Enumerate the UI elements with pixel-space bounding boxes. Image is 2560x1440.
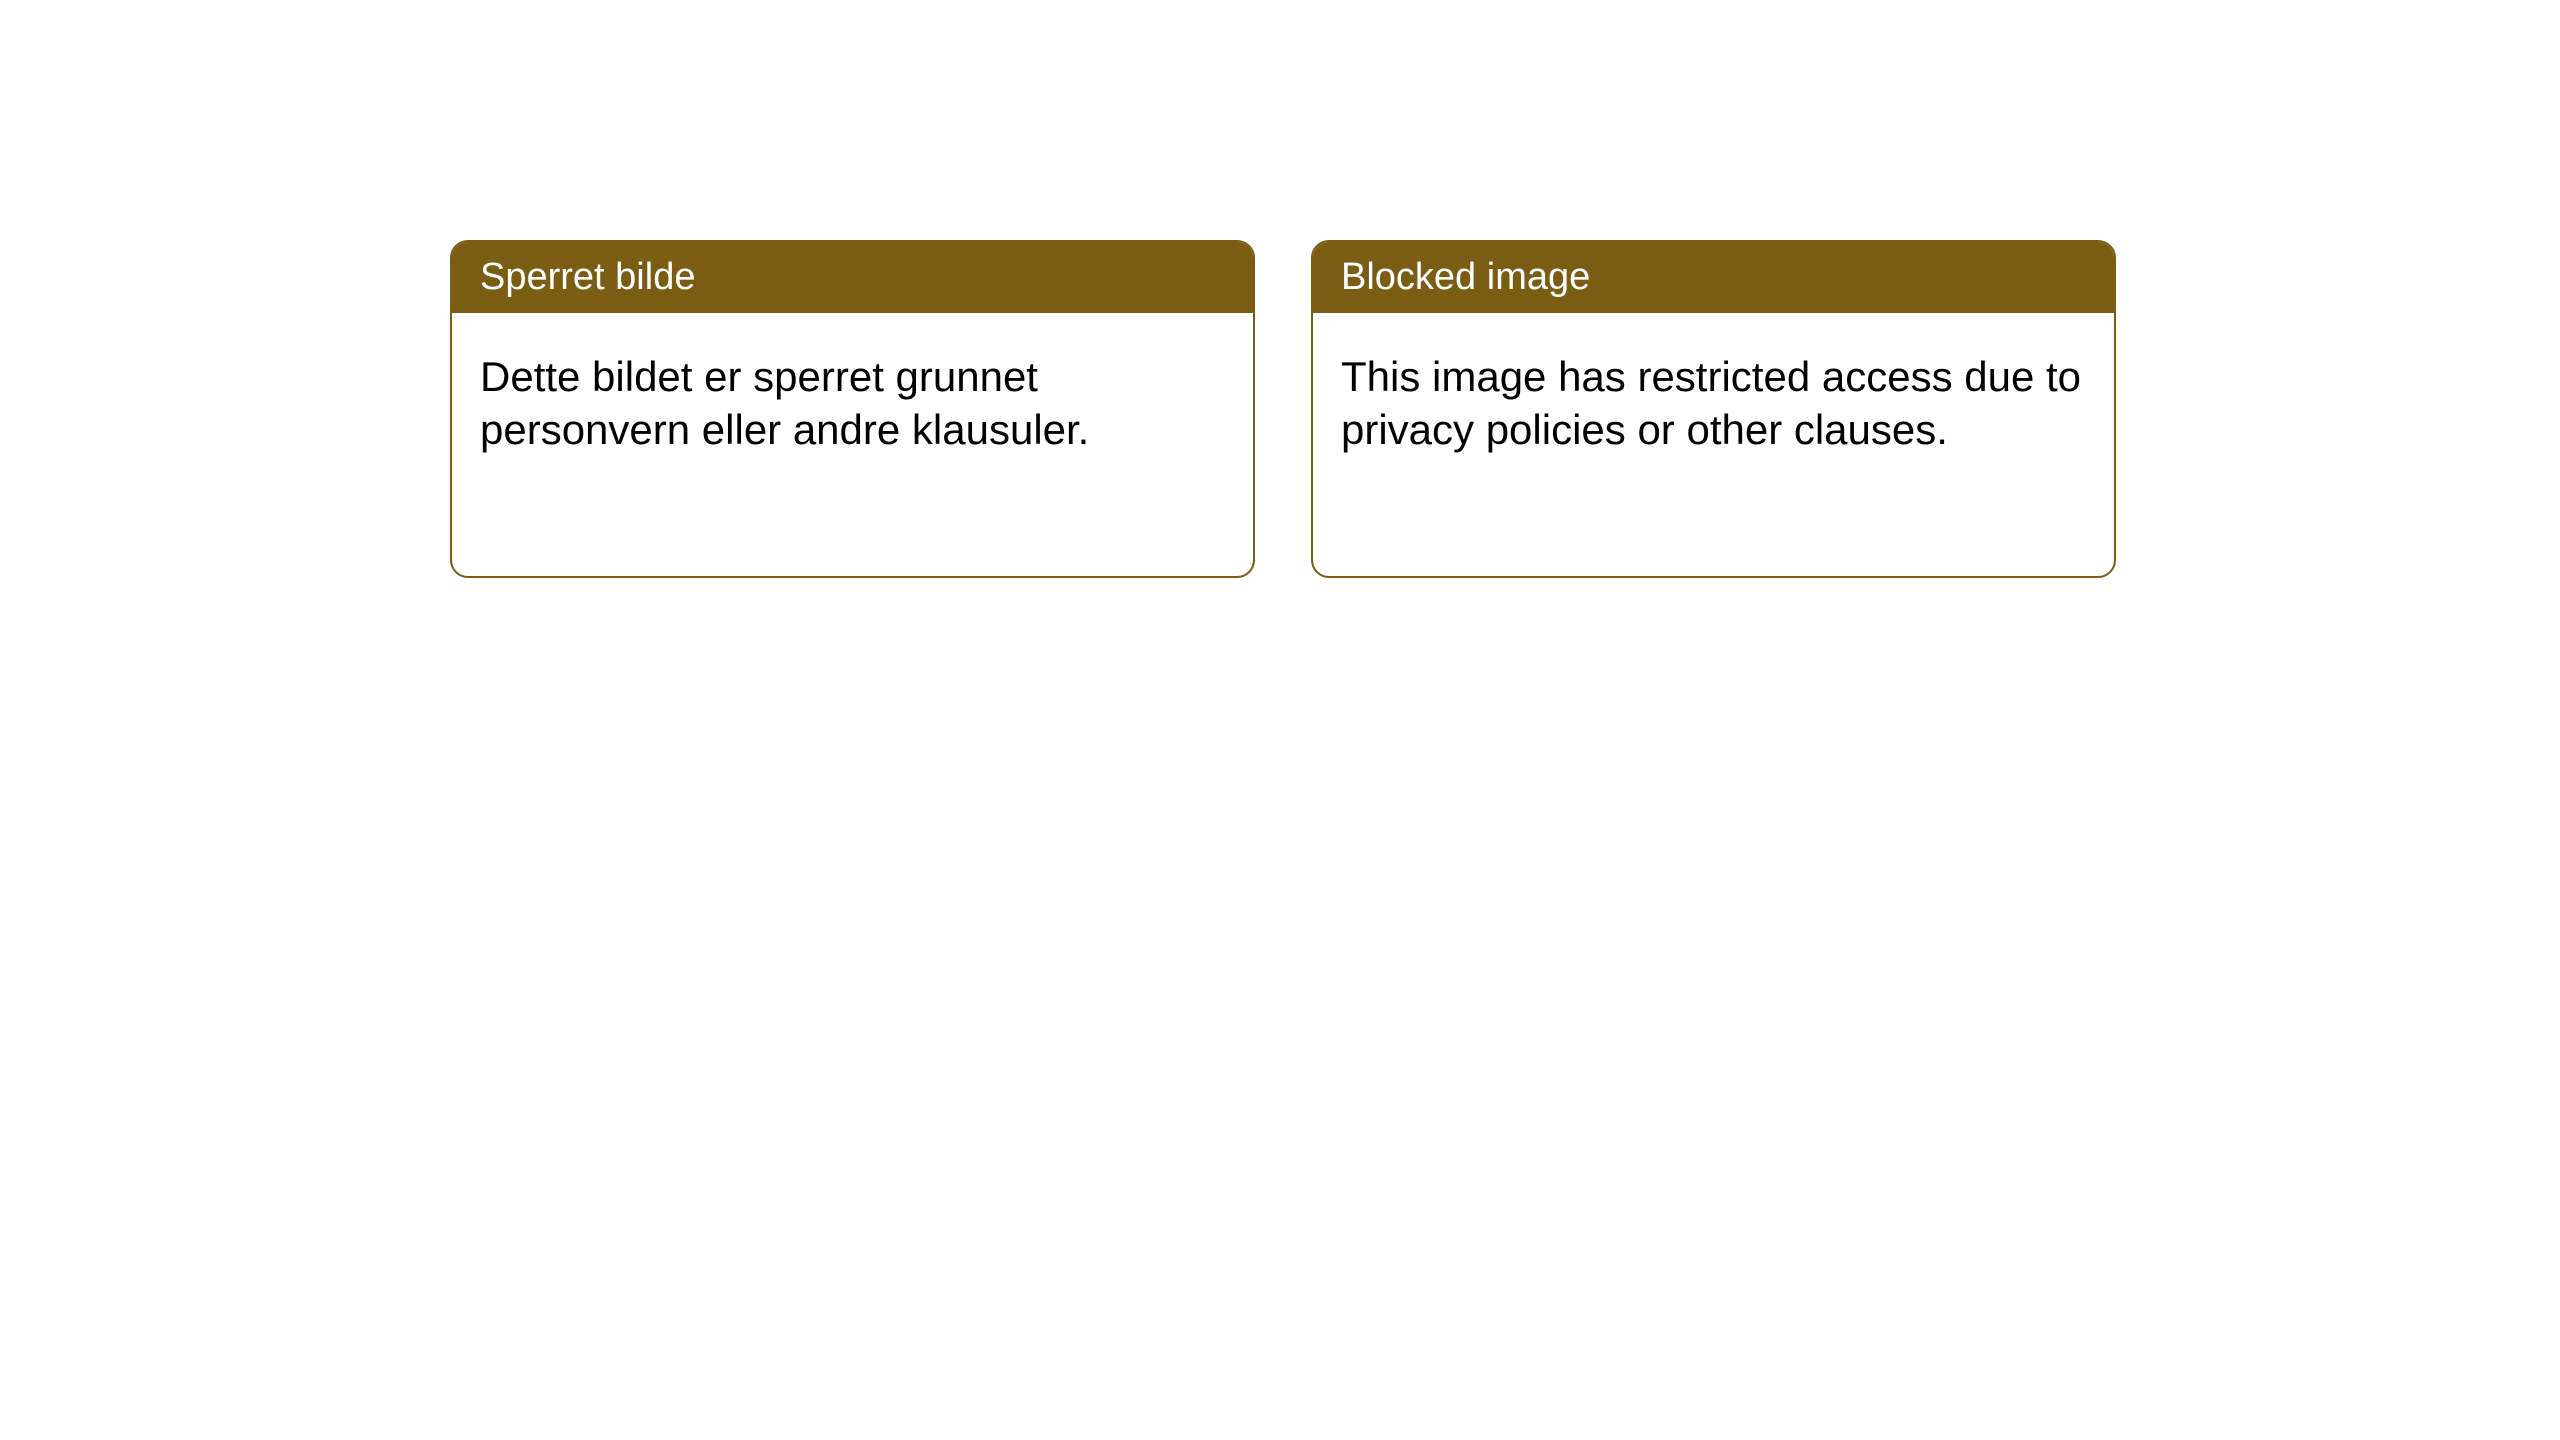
notice-header-norwegian: Sperret bilde (452, 242, 1253, 313)
notice-text-english: This image has restricted access due to … (1341, 353, 2081, 453)
notice-container: Sperret bilde Dette bildet er sperret gr… (450, 240, 2116, 578)
notice-header-english: Blocked image (1313, 242, 2114, 313)
notice-box-norwegian: Sperret bilde Dette bildet er sperret gr… (450, 240, 1255, 578)
notice-box-english: Blocked image This image has restricted … (1311, 240, 2116, 578)
notice-body-english: This image has restricted access due to … (1313, 313, 2114, 494)
notice-title-english: Blocked image (1341, 256, 1590, 298)
notice-title-norwegian: Sperret bilde (480, 256, 695, 298)
notice-text-norwegian: Dette bildet er sperret grunnet personve… (480, 353, 1089, 453)
notice-body-norwegian: Dette bildet er sperret grunnet personve… (452, 313, 1253, 494)
